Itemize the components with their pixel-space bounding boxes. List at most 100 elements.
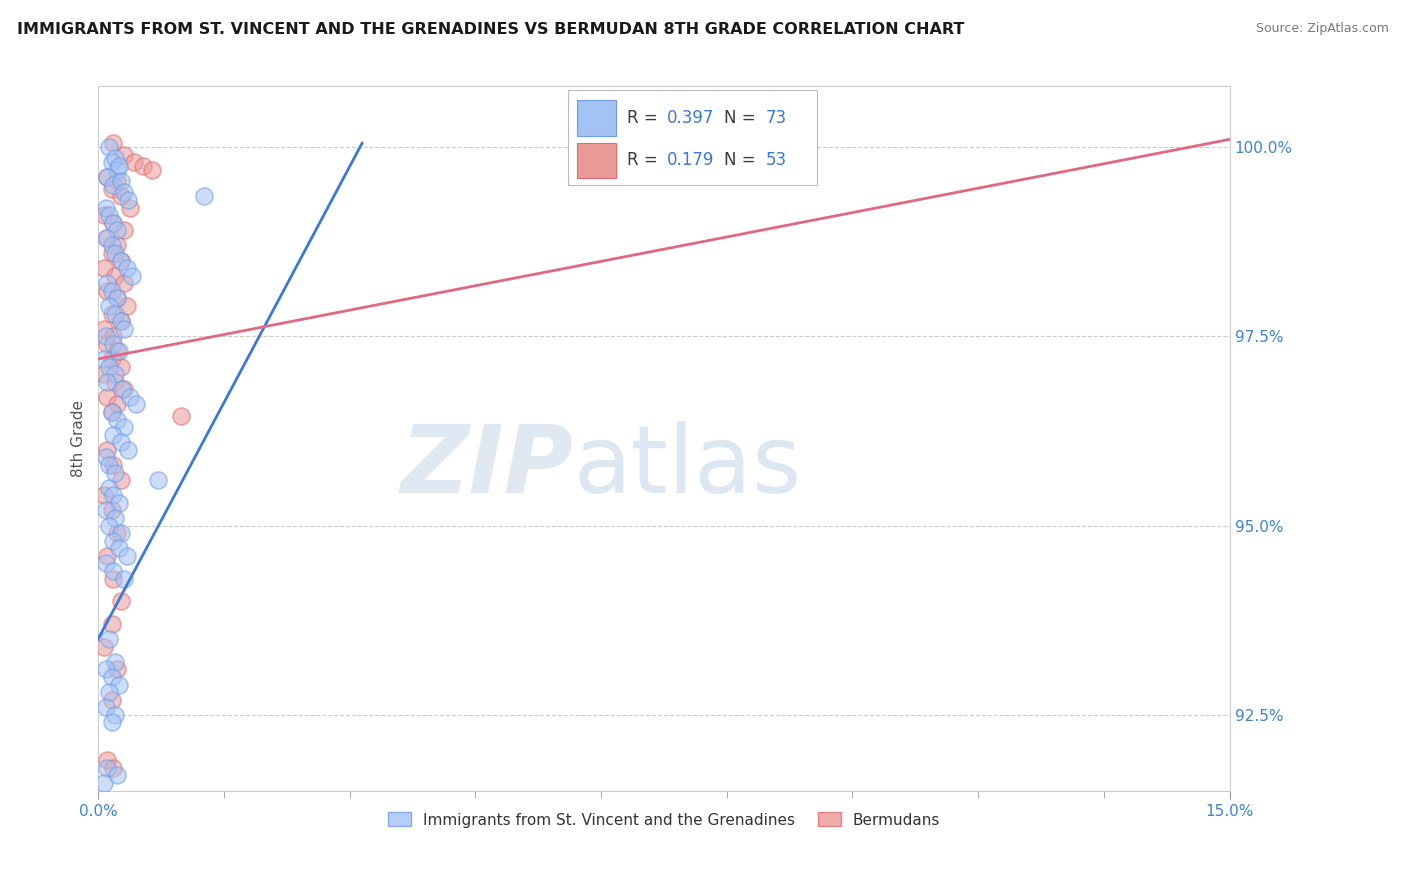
Point [96, 549, 118, 563]
Text: atlas: atlas [574, 421, 801, 513]
FancyBboxPatch shape [576, 101, 616, 136]
Point [114, 420, 136, 434]
Point [104, 466, 127, 480]
Point [101, 178, 124, 192]
Point [114, 186, 136, 200]
Point [170, 409, 193, 423]
Point [96, 284, 118, 298]
Point [94, 201, 117, 215]
Point [141, 162, 163, 177]
Point [100, 306, 122, 320]
Point [115, 549, 138, 563]
Point [110, 314, 132, 328]
Point [100, 284, 122, 298]
Point [104, 375, 127, 389]
Point [115, 299, 138, 313]
Text: ZIP: ZIP [401, 421, 574, 513]
Point [104, 511, 127, 525]
Point [101, 761, 124, 775]
Point [101, 572, 124, 586]
Point [93, 640, 115, 654]
Point [193, 189, 215, 203]
Point [114, 147, 136, 161]
Point [101, 336, 124, 351]
Point [94, 231, 117, 245]
Point [101, 458, 124, 472]
Point [110, 526, 132, 541]
Point [98, 299, 121, 313]
Point [100, 715, 122, 730]
Point [96, 375, 118, 389]
Point [100, 692, 122, 706]
Point [100, 181, 122, 195]
Point [104, 151, 127, 165]
Point [98, 458, 121, 472]
Point [105, 292, 128, 306]
Text: 73: 73 [766, 109, 787, 127]
Text: 0.397: 0.397 [668, 109, 714, 127]
FancyBboxPatch shape [568, 90, 817, 185]
Text: Source: ZipAtlas.com: Source: ZipAtlas.com [1256, 22, 1389, 36]
Point [96, 170, 118, 185]
Point [98, 632, 121, 647]
Point [105, 174, 128, 188]
Point [96, 336, 118, 351]
Text: R =: R = [627, 152, 662, 169]
Point [101, 533, 124, 548]
Point [94, 503, 117, 517]
Point [93, 776, 115, 790]
Point [98, 518, 121, 533]
Point [94, 557, 117, 571]
Point [108, 159, 131, 173]
Point [93, 367, 115, 381]
Point [115, 261, 138, 276]
Point [118, 390, 141, 404]
Point [100, 405, 122, 419]
Text: R =: R = [627, 109, 662, 127]
Point [98, 140, 121, 154]
Point [96, 277, 118, 291]
Text: N =: N = [724, 109, 761, 127]
Point [98, 208, 121, 222]
Point [110, 594, 132, 608]
Legend: Immigrants from St. Vincent and the Grenadines, Bermudans: Immigrants from St. Vincent and the Gren… [381, 806, 946, 834]
Point [110, 473, 132, 487]
Point [117, 442, 139, 457]
Point [105, 344, 128, 359]
Point [104, 655, 127, 669]
Point [110, 253, 132, 268]
Point [101, 427, 124, 442]
Point [94, 450, 117, 465]
Point [101, 136, 124, 150]
Point [96, 753, 118, 767]
Text: 0.179: 0.179 [668, 152, 714, 169]
Point [98, 481, 121, 495]
Point [101, 216, 124, 230]
Point [96, 442, 118, 457]
Point [96, 170, 118, 185]
FancyBboxPatch shape [576, 143, 616, 178]
Point [93, 488, 115, 502]
Point [108, 541, 131, 556]
Point [98, 359, 121, 374]
Point [94, 662, 117, 676]
Point [100, 155, 122, 169]
Point [110, 174, 132, 188]
Point [100, 238, 122, 252]
Point [100, 405, 122, 419]
Point [117, 193, 139, 207]
Point [96, 761, 118, 775]
Point [108, 496, 131, 510]
Point [94, 329, 117, 343]
Point [122, 155, 145, 169]
Point [101, 564, 124, 578]
Y-axis label: 8th Grade: 8th Grade [72, 400, 86, 477]
Point [101, 216, 124, 230]
Point [114, 572, 136, 586]
Point [96, 231, 118, 245]
Point [104, 367, 127, 381]
Point [104, 306, 127, 320]
Point [105, 412, 128, 426]
Point [105, 662, 128, 676]
Point [93, 208, 115, 222]
